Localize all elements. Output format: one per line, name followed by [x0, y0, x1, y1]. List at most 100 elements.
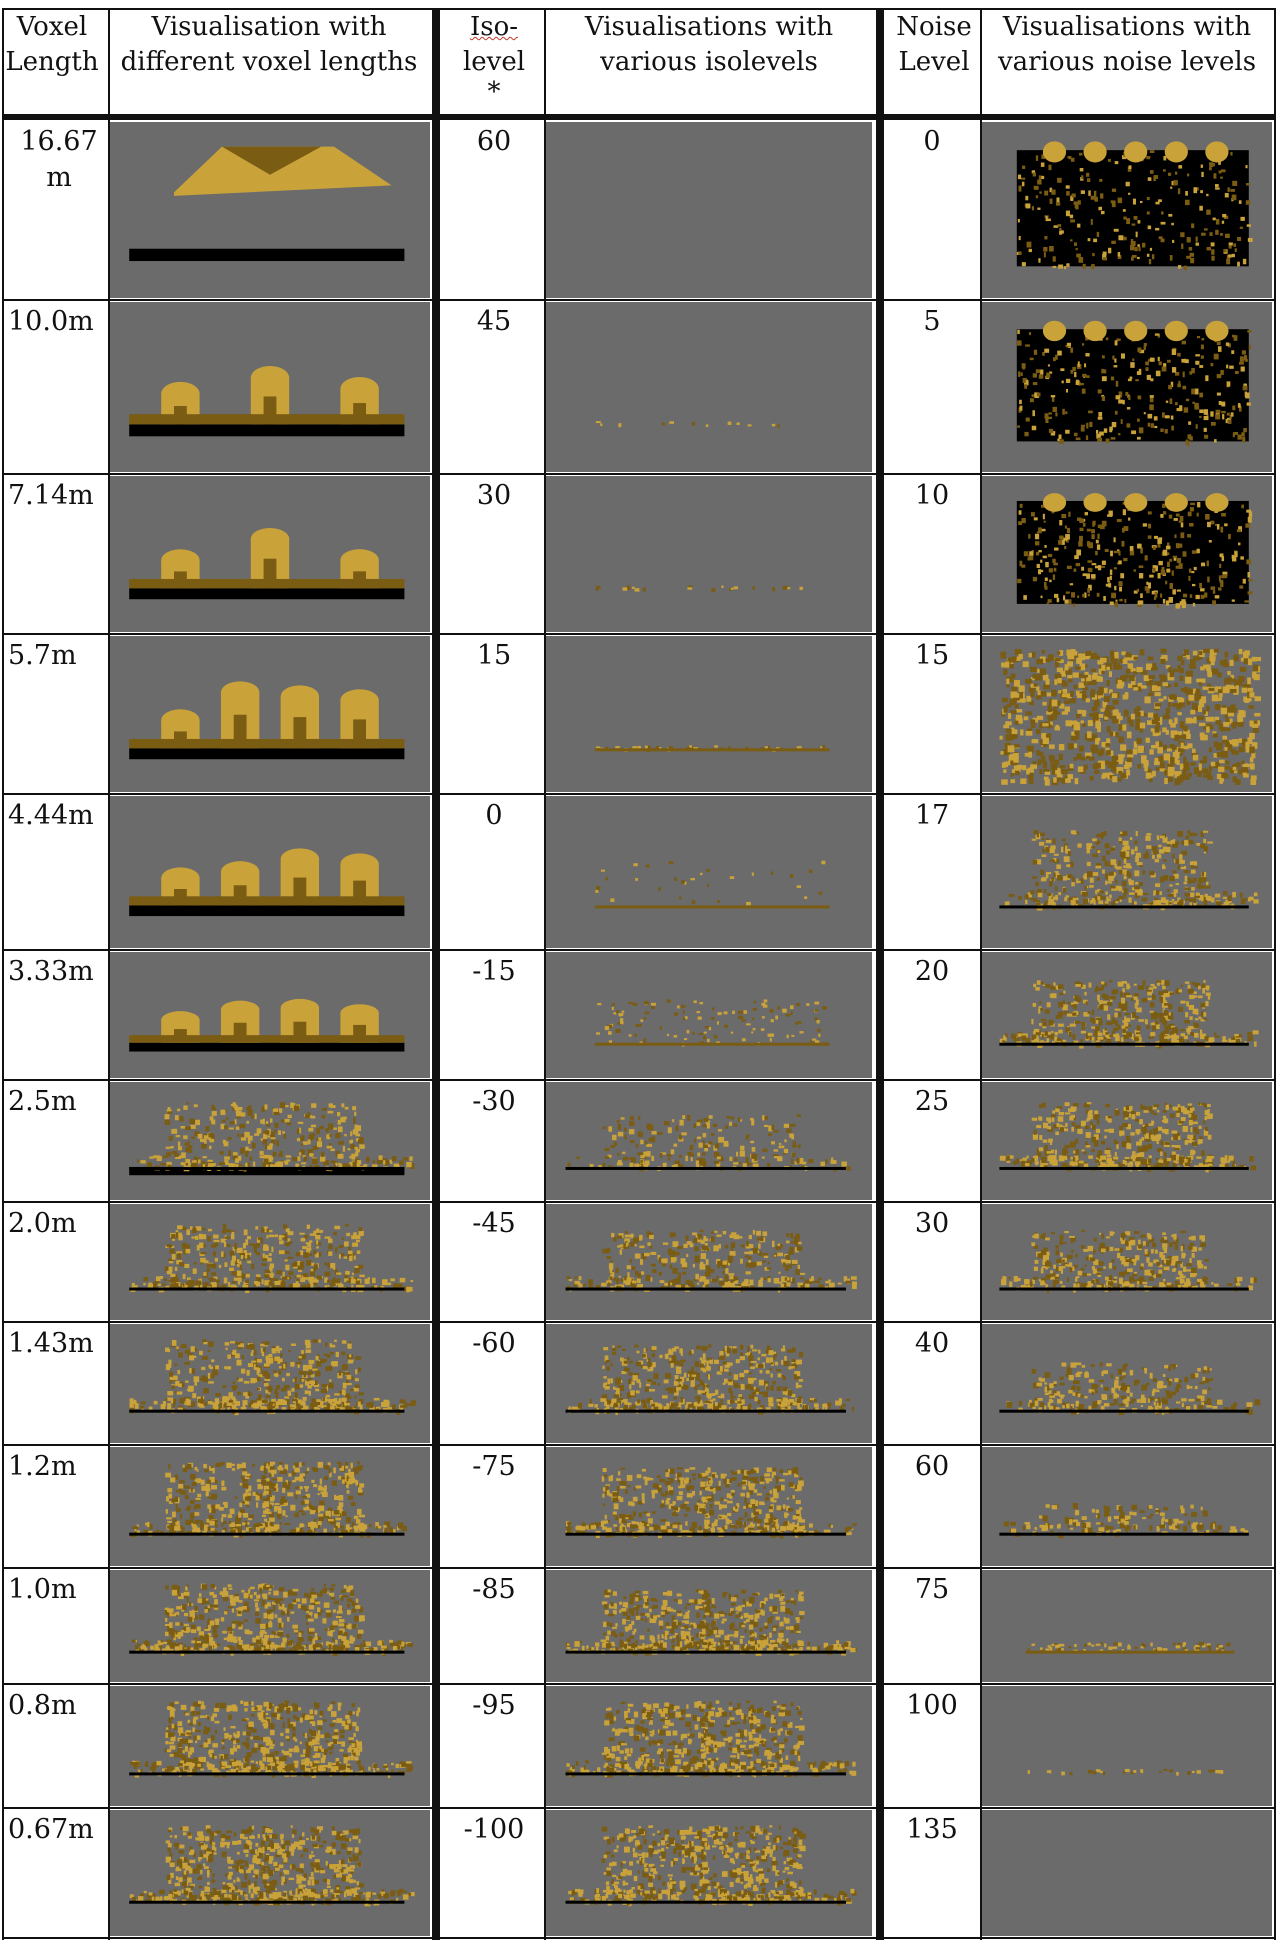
noise-render-17: [982, 796, 1272, 948]
isolevel-render--95: [546, 1686, 872, 1806]
isolevel-value: 60: [476, 126, 512, 157]
noise-render-100: [982, 1686, 1272, 1806]
header-voxel-length-line2: Length: [5, 47, 99, 77]
header-voxel-vis-line2: different voxel lengths: [120, 47, 418, 77]
isolevel-render--30: [546, 1082, 872, 1200]
voxel-length-value: 5.7m: [8, 640, 77, 671]
row-divider: [2, 1567, 1276, 1569]
voxel-render-7.14m: [110, 476, 430, 632]
header-noise-level: Noise Level: [886, 10, 982, 80]
header-voxel-length: Voxel Length: [0, 10, 104, 80]
column-divider: [108, 8, 110, 1940]
voxel-length-value: 4.44m: [8, 800, 94, 831]
isolevel-render-15: [546, 636, 872, 792]
voxel-length-value: 16.67 m: [20, 126, 98, 193]
isolevel-render-60: [546, 122, 872, 298]
noise-render-40: [982, 1324, 1272, 1443]
voxel-length-value: 0.67m: [8, 1814, 94, 1845]
noise-level-value: 15: [914, 640, 950, 671]
noise-level-value: 0: [923, 126, 941, 157]
header-noise-visualisation: Visualisations with various noise levels: [982, 10, 1272, 80]
voxel-length-value: 1.0m: [8, 1574, 77, 1605]
isolevel-value: -15: [472, 956, 516, 987]
voxel-render-1.2m: [110, 1447, 430, 1566]
header-iso-level-line2: level: [462, 47, 526, 77]
noise-level-value: 30: [914, 1208, 950, 1239]
row-divider: [2, 1321, 1276, 1323]
noise-level-value: 60: [914, 1451, 950, 1482]
noise-render-25: [982, 1082, 1272, 1200]
header-voxel-length-line1: Voxel: [16, 12, 88, 42]
isolevel-value: -75: [472, 1451, 516, 1482]
row-divider: [2, 1683, 1276, 1685]
isolevel-render--15: [546, 952, 872, 1078]
row-divider: [2, 1444, 1276, 1446]
row-divider: [2, 1807, 1276, 1809]
isolevel-value: -100: [463, 1814, 525, 1845]
isolevel-render--85: [546, 1570, 872, 1682]
header-iso-visualisation: Visualisations with various isolevels: [546, 10, 872, 80]
header-iso-vis-line1: Visualisations with: [584, 12, 834, 42]
voxel-length-value: 0.8m: [8, 1690, 77, 1721]
noise-level-value: 135: [906, 1814, 958, 1845]
isolevel-render-45: [546, 302, 872, 472]
noise-level-value: 40: [914, 1328, 950, 1359]
column-divider: [980, 8, 982, 1940]
isolevel-render--60: [546, 1324, 872, 1443]
isolevel-value: 45: [476, 306, 512, 337]
header-noise-level-line2: Level: [898, 47, 970, 77]
voxel-render-16.67m: [110, 122, 430, 298]
header-noise-vis-line2: various noise levels: [997, 47, 1257, 77]
column-divider: [2, 8, 4, 1940]
isolevel-value: -95: [472, 1690, 516, 1721]
noise-level-value: 17: [914, 800, 950, 831]
noise-level-value: 5: [923, 306, 941, 337]
row-divider: [2, 1937, 1276, 1939]
voxel-render-2.5m: [110, 1082, 430, 1200]
voxel-render-10.0m: [110, 302, 430, 472]
header-noise-level-line1: Noise: [896, 12, 972, 42]
row-divider: [2, 949, 1276, 951]
noise-render-60: [982, 1447, 1272, 1566]
isolevel-value: 0: [485, 800, 503, 831]
isolevel-render--100: [546, 1810, 872, 1936]
voxel-render-5.7m: [110, 636, 430, 792]
voxel-length-value: 1.2m: [8, 1451, 77, 1482]
header-noise-vis-line1: Visualisations with: [1002, 12, 1252, 42]
header-separator: [2, 114, 1276, 120]
noise-render-20: [982, 952, 1272, 1078]
row-divider: [2, 1201, 1276, 1203]
isolevel-render--45: [546, 1204, 872, 1320]
noise-render-30: [982, 1204, 1272, 1320]
isolevel-value: 30: [476, 480, 512, 511]
voxel-length-value: 3.33m: [8, 956, 94, 987]
isolevel-value: -30: [472, 1086, 516, 1117]
isolevel-render--75: [546, 1447, 872, 1566]
voxel-render-1.0m: [110, 1570, 430, 1682]
noise-render-75: [982, 1570, 1272, 1682]
noise-render-10: [982, 476, 1272, 632]
noise-render-5: [982, 302, 1272, 472]
column-divider: [1274, 8, 1276, 1940]
voxel-length-value: 2.5m: [8, 1086, 77, 1117]
section-divider: [432, 8, 440, 1940]
noise-level-value: 20: [914, 956, 950, 987]
isolevel-value: -45: [472, 1208, 516, 1239]
header-voxel-visualisation: Visualisation with different voxel lengt…: [110, 10, 428, 80]
row-divider: [2, 473, 1276, 475]
isolevel-render-0: [546, 796, 872, 948]
section-divider: [876, 8, 884, 1940]
isolevel-value: 15: [476, 640, 512, 671]
noise-level-value: 10: [914, 480, 950, 511]
voxel-length-value: 7.14m: [8, 480, 94, 511]
row-divider: [2, 1079, 1276, 1081]
column-divider: [544, 8, 546, 1940]
voxel-render-3.33m: [110, 952, 430, 1078]
noise-render-15: [982, 636, 1272, 792]
row-divider: [2, 299, 1276, 301]
noise-level-value: 75: [914, 1574, 950, 1605]
voxel-length-value: 2.0m: [8, 1208, 77, 1239]
header-iso-level-line1: Iso-: [469, 12, 519, 42]
noise-level-value: 25: [914, 1086, 950, 1117]
